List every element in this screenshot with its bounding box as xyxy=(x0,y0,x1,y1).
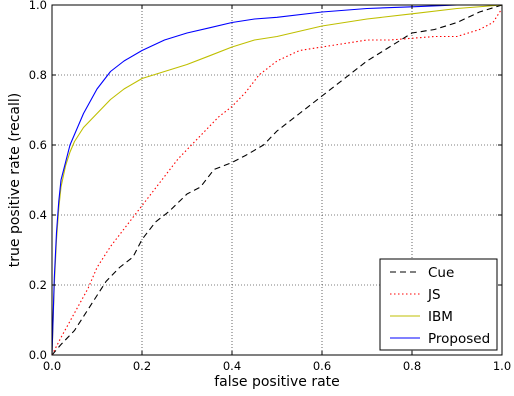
series-line-proposed xyxy=(51,4,502,356)
plot-frame xyxy=(51,4,503,356)
y-tick-label: 0.2 xyxy=(29,278,47,292)
legend-label-js: JS xyxy=(427,287,441,303)
x-tick-label: 1.0 xyxy=(493,359,511,373)
series-layer xyxy=(51,4,503,356)
legend-label-proposed: Proposed xyxy=(428,331,490,347)
x-axis-label: false positive rate xyxy=(214,374,340,390)
ticks: 0.0 0.2 0.4 0.6 0.8 1.0 0.0 0.2 0.4 0.6 0.8 1.0 xyxy=(29,0,511,373)
series-line-ibm xyxy=(51,4,503,356)
y-tick-label: 1.0 xyxy=(29,0,47,12)
x-tick-label: 0.0 xyxy=(43,359,61,373)
legend-box xyxy=(379,258,498,351)
y-tick-label: 0.6 xyxy=(29,138,47,152)
y-axis-label: true positive rate (recall) xyxy=(7,93,23,267)
series-line-js xyxy=(51,8,503,356)
y-tick-label: 0.0 xyxy=(29,348,47,362)
legend: Cue JS IBM Proposed xyxy=(379,258,498,351)
y-tick-label: 0.8 xyxy=(29,68,47,82)
x-tick-label: 0.8 xyxy=(403,359,421,373)
series-line-cue xyxy=(51,4,503,356)
legend-label-cue: Cue xyxy=(428,265,454,281)
x-tick-label: 0.4 xyxy=(223,359,241,373)
x-tick-label: 0.2 xyxy=(133,359,151,373)
y-tick-label: 0.4 xyxy=(29,208,47,222)
x-tick-label: 0.6 xyxy=(313,359,331,373)
legend-label-ibm: IBM xyxy=(428,309,453,325)
